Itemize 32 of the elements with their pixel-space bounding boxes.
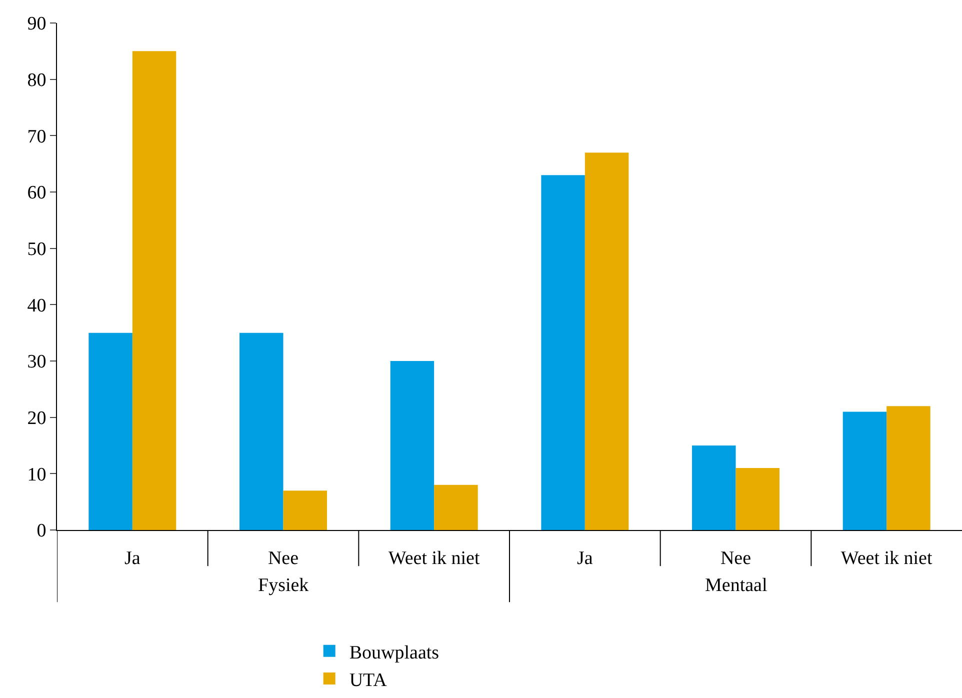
bar: [240, 332, 284, 530]
x-tick-label: Ja: [124, 548, 141, 569]
y-tick-label: 70: [27, 126, 46, 148]
x-tick-label: Weet ik niet: [388, 548, 480, 569]
bar: [541, 175, 585, 530]
bar: [736, 468, 780, 530]
x-tick-label: Nee: [720, 548, 752, 569]
x-tick-label: Ja: [577, 548, 594, 569]
text: Fysiek: [258, 575, 310, 596]
legend-label: UTA: [349, 670, 388, 691]
bar: [390, 361, 434, 530]
bar: [283, 490, 327, 530]
x-tick-label: Weet ik niet: [840, 548, 933, 569]
x-tick-label: Nee: [268, 548, 299, 569]
bar: [886, 406, 930, 530]
y-tick-label: 60: [27, 182, 46, 204]
bar: [842, 412, 887, 530]
bar: [132, 51, 176, 530]
y-tick-label: 40: [27, 295, 46, 316]
y-tick-label: 80: [27, 70, 46, 91]
y-tick-label: 50: [27, 238, 46, 260]
legend-label: Bouwplaats: [349, 642, 440, 664]
y-tick-label: 30: [27, 352, 46, 373]
bar: [434, 484, 478, 530]
text: Mentaal: [705, 575, 768, 596]
bar: [584, 152, 629, 530]
bar: [692, 446, 736, 530]
y-tick-label: 20: [27, 408, 46, 429]
y-tick-label: 0: [36, 520, 46, 542]
y-tick-label: 10: [27, 464, 46, 486]
bar: [88, 332, 132, 530]
y-tick-label: 90: [27, 14, 46, 35]
